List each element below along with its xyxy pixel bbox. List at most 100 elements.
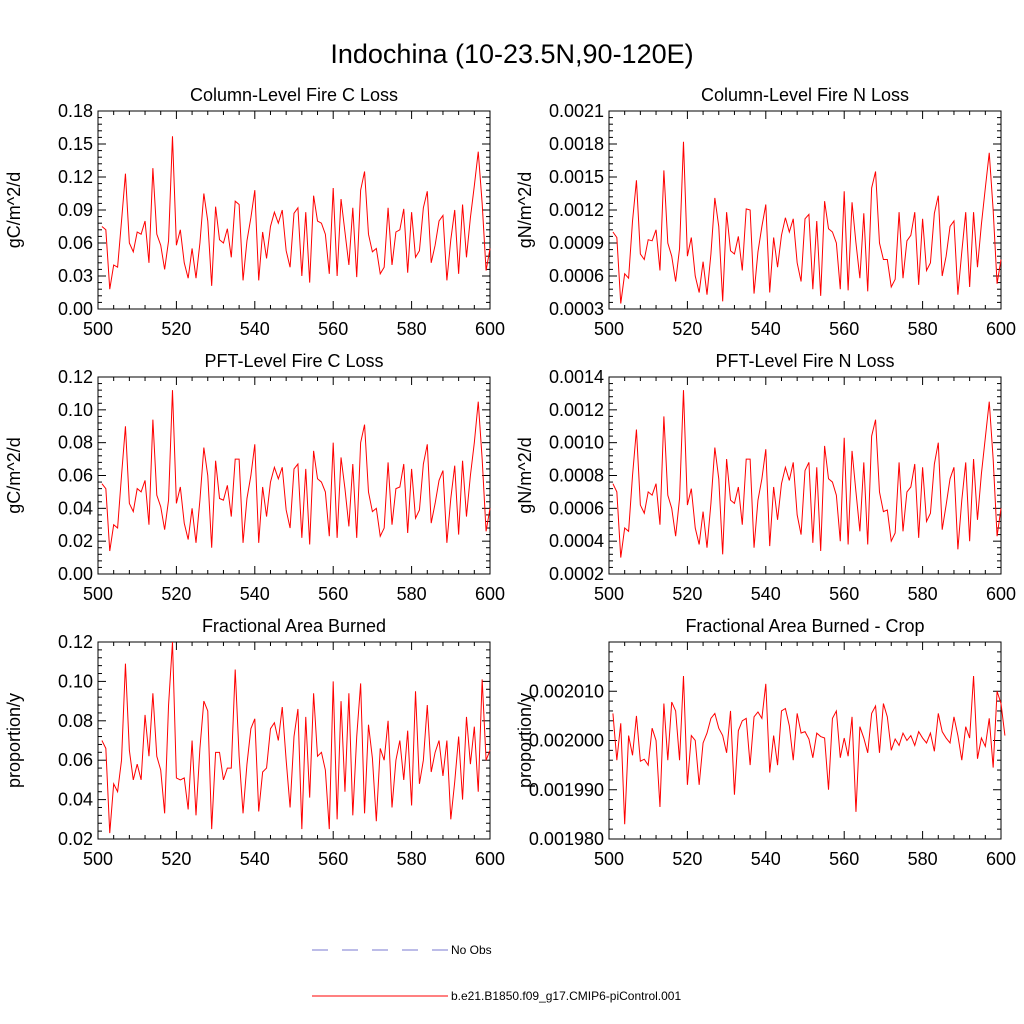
y-tick-label: 0.04 [58,790,93,810]
y-tick-label: 0.15 [58,134,93,154]
y-tick-label: 0.02 [58,531,93,551]
x-tick-label: 560 [829,319,859,339]
x-tick-label: 500 [83,584,113,604]
panel-title: PFT-Level Fire N Loss [715,351,894,371]
y-tick-label: 0.06 [58,466,93,486]
x-tick-label: 600 [475,319,505,339]
y-tick-label: 0.10 [58,400,93,420]
y-tick-label: 0.0009 [549,233,604,253]
x-tick-label: 580 [397,319,427,339]
x-tick-label: 520 [161,849,191,869]
series-line-model [612,390,1002,558]
x-tick-label: 540 [240,849,270,869]
y-tick-label: 0.0018 [549,134,604,154]
y-axis-label: gN/m^2/d [515,437,535,513]
x-tick-label: 580 [397,584,427,604]
y-tick-label: 0.0006 [549,266,604,286]
y-axis-label: gC/m^2/d [4,172,24,248]
x-tick-label: 600 [475,849,505,869]
y-tick-label: 0.0010 [549,433,604,453]
x-tick-label: 580 [908,849,938,869]
x-tick-label: 520 [161,584,191,604]
panel-title: PFT-Level Fire C Loss [204,351,383,371]
y-tick-label: 0.18 [58,101,93,121]
x-tick-label: 600 [986,319,1016,339]
x-tick-label: 560 [318,584,348,604]
y-tick-label: 0.00 [58,299,93,319]
x-tick-label: 540 [751,319,781,339]
panel-title: Column-Level Fire N Loss [701,85,909,105]
y-tick-label: 0.0012 [549,400,604,420]
x-tick-label: 580 [397,849,427,869]
x-tick-label: 500 [83,319,113,339]
y-tick-label: 0.002010 [529,681,604,701]
legend: No Obs b.e21.B1850.f09_g17.CMIP6-piContr… [312,943,681,1003]
x-tick-label: 500 [594,849,624,869]
y-tick-label: 0.0003 [549,299,604,319]
x-tick-label: 540 [751,584,781,604]
panel-fractional-area-burned-crop: Fractional Area Burned - Crop proportion/… [515,616,1016,869]
x-tick-label: 560 [829,849,859,869]
x-tick-label: 560 [829,584,859,604]
y-tick-label: 0.08 [58,433,93,453]
panel-column-fire-n-loss: Column-Level Fire N Loss gN/m^2/d 500 520 54… [515,85,1016,339]
legend-model-label: b.e21.B1850.f09_g17.CMIP6-piControl.001 [451,989,681,1003]
y-axis-label: proportion/y [4,693,24,788]
y-tick-label: 0.03 [58,266,93,286]
panel-pft-fire-n-loss: PFT-Level Fire N Loss gN/m^2/d 500 520 540 56… [515,351,1016,604]
y-tick-label: 0.04 [58,498,93,518]
panel-title: Fractional Area Burned - Crop [685,616,924,636]
x-tick-label: 580 [908,584,938,604]
x-tick-label: 600 [986,584,1016,604]
series-line-model [612,141,1002,304]
panel-title: Fractional Area Burned [202,616,386,636]
y-tick-label: 0.0004 [549,531,604,551]
x-tick-label: 520 [672,849,702,869]
plot-frame [97,641,491,840]
panel-column-fire-c-loss: Column-Level Fire C Loss gC/m^2/d 500 520 54… [4,85,505,339]
panel-pft-fire-c-loss: PFT-Level Fire C Loss gC/m^2/d 500 520 540 56… [4,351,505,604]
x-tick-label: 600 [475,584,505,604]
series-line-model [101,641,491,834]
series-line-model [101,390,491,552]
y-axis-label: proportion/y [515,693,535,788]
series-line-model [612,675,1006,825]
y-tick-label: 0.0006 [549,498,604,518]
x-tick-label: 560 [318,849,348,869]
y-tick-label: 0.12 [58,367,93,387]
x-tick-label: 500 [594,319,624,339]
y-tick-label: 0.0008 [549,466,604,486]
figure-title: Indochina (10-23.5N,90-120E) [330,39,693,69]
x-tick-label: 540 [240,584,270,604]
y-tick-label: 0.06 [58,233,93,253]
x-tick-label: 520 [672,584,702,604]
x-tick-label: 520 [161,319,191,339]
x-tick-label: 500 [594,584,624,604]
y-tick-label: 0.0002 [549,564,604,584]
panel-title: Column-Level Fire C Loss [190,85,398,105]
y-tick-label: 0.0014 [549,367,604,387]
y-tick-label: 0.0012 [549,200,604,220]
x-tick-label: 500 [83,849,113,869]
x-tick-label: 580 [908,319,938,339]
y-tick-label: 0.002000 [529,731,604,751]
series-line-model [101,136,491,290]
y-tick-label: 0.12 [58,632,93,652]
y-tick-label: 0.001980 [529,829,604,849]
y-tick-label: 0.02 [58,829,93,849]
y-axis-label: gC/m^2/d [4,437,24,513]
y-tick-label: 0.08 [58,711,93,731]
legend-obs-label: No Obs [451,943,492,957]
panel-fractional-area-burned: Fractional Area Burned proportion/y 500 520… [4,616,505,869]
x-tick-label: 540 [751,849,781,869]
y-tick-label: 0.10 [58,671,93,691]
y-tick-label: 0.0015 [549,167,604,187]
y-tick-label: 0.00 [58,564,93,584]
y-tick-label: 0.12 [58,167,93,187]
x-tick-label: 520 [672,319,702,339]
y-axis-label: gN/m^2/d [515,172,535,248]
y-tick-label: 0.06 [58,750,93,770]
x-tick-label: 560 [318,319,348,339]
